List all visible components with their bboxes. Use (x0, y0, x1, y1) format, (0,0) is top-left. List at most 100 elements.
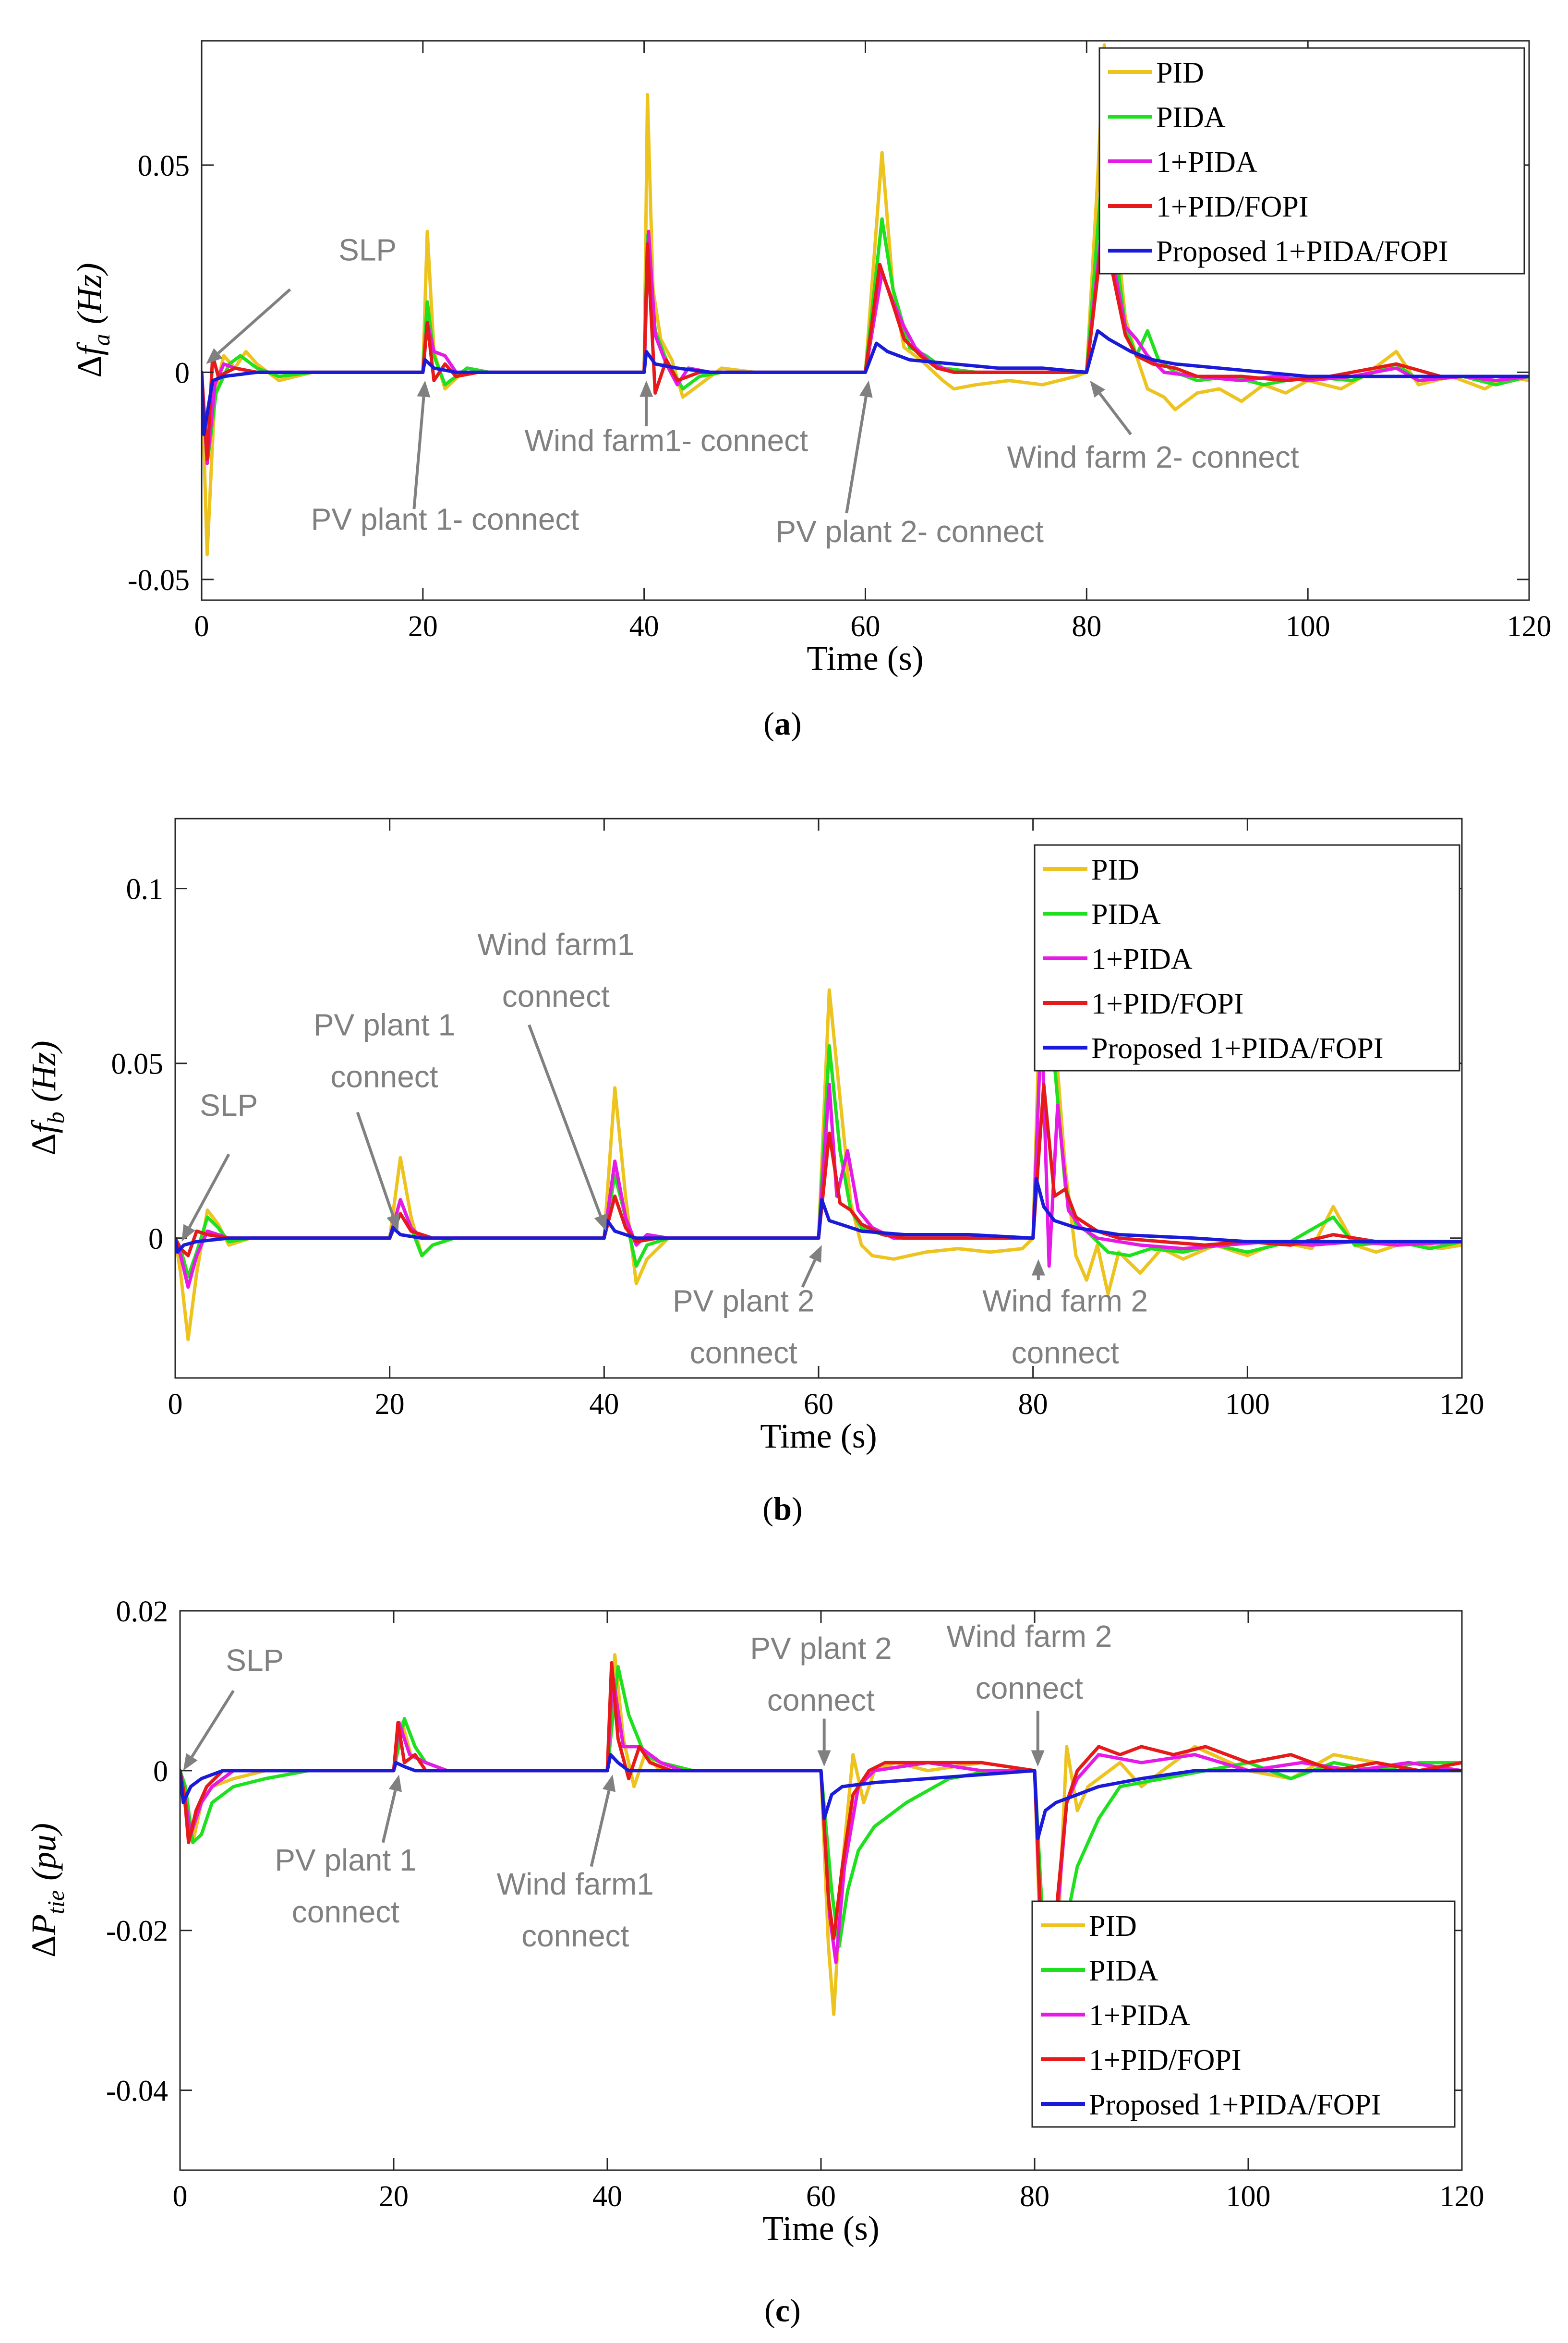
panel-c-annotation-text: connect (292, 1895, 399, 1929)
panel-a-legend-item-5: Proposed 1+PIDA/FOPI (1108, 235, 1448, 268)
panel-b-annotation-text: connect (502, 979, 610, 1014)
panel-b-annotation-arrow (528, 1024, 602, 1217)
panel-b-annotation-text: PV plant 2 (673, 1284, 814, 1318)
panel-c-annotation-arrow (381, 1790, 397, 1843)
panel-c-annotation-text: Wind farm1 (497, 1867, 654, 1901)
panel-b-annotation-arrowhead (181, 1224, 195, 1242)
panel-c-y-axis-label: ΔPtie(pu) (24, 1823, 69, 1957)
panel-b-annotation-3: Wind farm1 connect (477, 927, 634, 1232)
panel-b-y-tick-label: 0.05 (111, 1048, 164, 1081)
panel-a-caption: (a) (763, 705, 801, 742)
panel-a-annotation-arrow (217, 288, 291, 354)
panel-b-legend-label: 1+PIDA (1091, 943, 1193, 976)
panel-b-legend-item-4: 1+PID/FOPI (1043, 988, 1243, 1020)
panel-a-y-tick-label: 0.05 (138, 150, 190, 182)
panel-a-annotation-arrow (845, 396, 868, 514)
panel-b-x-tick-label: 20 (375, 1388, 405, 1421)
panel-b-lines (175, 873, 1462, 1341)
panel-a-legend-label: PIDA (1156, 101, 1226, 134)
panel-c-x-tick-label: 80 (1020, 2180, 1049, 2213)
panel-c-annotation-text: PV plant 1 (275, 1843, 416, 1877)
panel-c-legend-label: Proposed 1+PIDA/FOPI (1089, 2089, 1381, 2121)
panel-a-annotation-arrowhead (206, 348, 223, 364)
panel-b-x-tick-label: 60 (804, 1388, 833, 1421)
panel-b-x-tick-label: 100 (1225, 1388, 1270, 1421)
panel-a-annotation-4: PV plant 2- connect (775, 380, 1044, 549)
panel-a-x-tick-label: 80 (1072, 610, 1101, 643)
panel-c-annotation-3: Wind farm1 connect (497, 1775, 654, 1953)
panel-a-annotation-arrowhead (859, 380, 873, 398)
panel-c-x-tick-label: 100 (1226, 2180, 1271, 2213)
panel-a-annotation-text: Wind farm1- connect (525, 423, 808, 458)
panel-a-legend-label: Proposed 1+PIDA/FOPI (1156, 235, 1448, 268)
panel-a-annotation-2: PV plant 1- connect (311, 380, 579, 536)
panel-b-legend-item-2: PIDA (1043, 898, 1161, 931)
panel-c-x-tick-label: 0 (173, 2180, 188, 2213)
panel-b-annotation-5: Wind farm 2 connect (982, 1259, 1148, 1370)
panel-c-x-tick-label: 120 (1440, 2180, 1484, 2213)
panel-a-x-tick-label: 40 (629, 610, 659, 643)
panel-c-annotation-arrowhead (1031, 1750, 1045, 1767)
panel-c-annotation-text: connect (767, 1683, 875, 1717)
panel-b-annotation-arrowhead (386, 1213, 399, 1232)
panel-a-x-axis-label: Time (s) (807, 639, 923, 677)
panel-c-legend-item-4: 1+PID/FOPI (1041, 2044, 1241, 2077)
panel-c-annotation-arrowhead (183, 1753, 198, 1771)
panel-c-annotation-2: PV plant 1 connect (275, 1775, 417, 1929)
panel-a-annotation-1: SLP (206, 232, 397, 364)
panel-c-legend-label: 1+PIDA (1089, 1999, 1190, 2032)
panel-c-legend-item-1: PID (1041, 1910, 1137, 1943)
panel-a-lines (202, 43, 1529, 556)
panel-c-annotation-text: connect (521, 1919, 629, 1953)
panel-c-annotation-text: connect (976, 1671, 1083, 1705)
panel-a-legend-item-1: PID (1108, 57, 1204, 89)
panel-c-x-tick-label: 40 (592, 2180, 622, 2213)
panel-c-annotation-arrowhead (602, 1775, 616, 1792)
panel-c-legend-label: PIDA (1089, 1955, 1158, 1987)
panel-a-annotation-text: SLP (338, 232, 397, 267)
panel-c-annotation-arrow (191, 1690, 235, 1758)
panel-a-x-tick-label: 60 (851, 610, 880, 643)
panel-c-x-axis-label: Time (s) (762, 2209, 879, 2247)
panel-a-legend-item-2: PIDA (1108, 101, 1226, 134)
panel-b-annotation-text: PV plant 1 (314, 1007, 455, 1042)
panel-b-legend-item-1: PID (1043, 854, 1139, 886)
panel-c-caption: (c) (764, 2292, 801, 2329)
panel-a-y-tick-label: 0 (175, 357, 190, 389)
panel-a-y-tick-label: -0.05 (128, 564, 190, 597)
panel-b-annotation-text: Wind farm 2 (982, 1284, 1148, 1318)
panel-a-legend-label: 1+PIDA (1156, 146, 1257, 179)
panel-a-annotation-text: PV plant 2- connect (775, 514, 1044, 549)
panel-a-x-tick-label: 20 (408, 610, 438, 643)
panel-b-annotation-arrowhead (1031, 1259, 1045, 1276)
panel-b-y-axis-label: Δfb(Hz) (24, 1040, 69, 1155)
panel-a-legend-box (1098, 47, 1525, 275)
panel-b-legend: PID PIDA 1+PIDA 1+PID/FOPI Proposed 1+PIDA/F… (1034, 844, 1460, 1072)
panel-c-y-tick-label: 0.02 (116, 1595, 169, 1628)
panel-a-annotation-arrow (412, 397, 425, 509)
panel-a-annotation-text: Wind farm 2- connect (1007, 440, 1299, 474)
panel-c-legend-box (1031, 1900, 1456, 2128)
panel-b-legend-item-3: 1+PIDA (1043, 943, 1193, 976)
panel-a-annotation-3: Wind farm1- connect (525, 380, 808, 458)
panel-c-x-tick-label: 20 (379, 2180, 409, 2213)
panel-a-legend: PID PIDA 1+PIDA 1+PID/FOPI Proposed 1+PIDA/F… (1098, 47, 1525, 275)
panel-b-ticks: 0 20 40 60 80 100 120 0 0.05 0.1 (111, 819, 1484, 1421)
panel-b-annotation-arrowhead (808, 1245, 822, 1263)
panel-b-annotation-1: SLP (181, 1088, 258, 1242)
panel-b-annotation-text: connect (1012, 1336, 1119, 1370)
panel-b-annotation-arrow (801, 1259, 817, 1288)
panel-a-series-4-line (202, 225, 1529, 461)
panel-c-legend-item-2: PIDA (1041, 1955, 1158, 1987)
panel-b-y-tick-label: 0 (148, 1223, 163, 1256)
panel-b-legend-box (1034, 844, 1460, 1072)
panel-c-legend: PID PIDA 1+PIDA 1+PID/FOPI Proposed 1+PIDA/F… (1031, 1900, 1456, 2128)
panel-a-legend-label: PID (1156, 57, 1204, 89)
panel-a-legend-item-4: 1+PID/FOPI (1108, 191, 1308, 223)
panel-b-annotation-2: PV plant 1 connect (314, 1007, 455, 1232)
panel-c-annotation-text: PV plant 2 (750, 1631, 892, 1666)
panel-c-lines (180, 1653, 1462, 2116)
